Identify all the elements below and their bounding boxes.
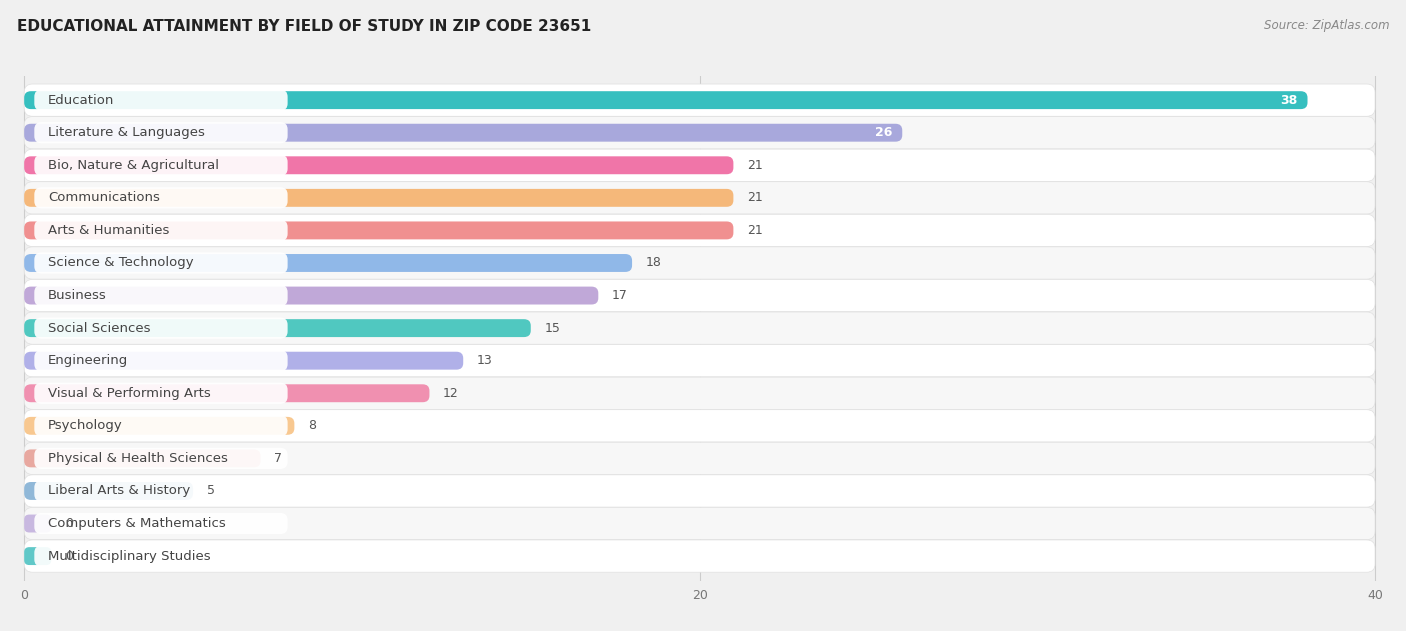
FancyBboxPatch shape — [34, 187, 288, 208]
FancyBboxPatch shape — [24, 215, 1375, 247]
FancyBboxPatch shape — [34, 382, 288, 404]
Text: Communications: Communications — [48, 191, 160, 204]
FancyBboxPatch shape — [24, 182, 1375, 214]
Text: 0: 0 — [65, 550, 73, 563]
FancyBboxPatch shape — [34, 480, 288, 502]
FancyBboxPatch shape — [24, 514, 51, 533]
FancyBboxPatch shape — [24, 149, 1375, 181]
FancyBboxPatch shape — [24, 351, 463, 370]
Text: 21: 21 — [747, 224, 762, 237]
Text: Engineering: Engineering — [48, 354, 128, 367]
Text: 18: 18 — [645, 256, 661, 269]
Text: Education: Education — [48, 93, 114, 107]
FancyBboxPatch shape — [24, 475, 1375, 507]
FancyBboxPatch shape — [24, 84, 1375, 116]
FancyBboxPatch shape — [34, 285, 288, 306]
FancyBboxPatch shape — [34, 513, 288, 534]
Text: Computers & Mathematics: Computers & Mathematics — [48, 517, 225, 530]
FancyBboxPatch shape — [34, 317, 288, 339]
Text: Liberal Arts & History: Liberal Arts & History — [48, 485, 190, 497]
FancyBboxPatch shape — [34, 448, 288, 469]
FancyBboxPatch shape — [24, 319, 531, 337]
FancyBboxPatch shape — [24, 280, 1375, 312]
FancyBboxPatch shape — [24, 417, 294, 435]
FancyBboxPatch shape — [34, 90, 288, 110]
Text: 5: 5 — [207, 485, 215, 497]
Text: Multidisciplinary Studies: Multidisciplinary Studies — [48, 550, 211, 563]
Text: 17: 17 — [612, 289, 627, 302]
FancyBboxPatch shape — [24, 540, 1375, 572]
Text: Science & Technology: Science & Technology — [48, 256, 194, 269]
FancyBboxPatch shape — [34, 415, 288, 437]
FancyBboxPatch shape — [24, 410, 1375, 442]
Text: 8: 8 — [308, 420, 316, 432]
FancyBboxPatch shape — [24, 221, 734, 239]
FancyBboxPatch shape — [24, 547, 51, 565]
Text: Social Sciences: Social Sciences — [48, 322, 150, 334]
FancyBboxPatch shape — [24, 156, 734, 174]
FancyBboxPatch shape — [24, 189, 734, 207]
FancyBboxPatch shape — [24, 254, 633, 272]
FancyBboxPatch shape — [34, 220, 288, 241]
FancyBboxPatch shape — [24, 442, 1375, 475]
Text: 21: 21 — [747, 159, 762, 172]
Text: Business: Business — [48, 289, 107, 302]
FancyBboxPatch shape — [24, 449, 260, 468]
FancyBboxPatch shape — [34, 252, 288, 274]
FancyBboxPatch shape — [24, 286, 599, 305]
Text: 21: 21 — [747, 191, 762, 204]
Text: Psychology: Psychology — [48, 420, 122, 432]
Text: 26: 26 — [875, 126, 893, 139]
Text: 12: 12 — [443, 387, 458, 400]
Text: 15: 15 — [544, 322, 560, 334]
FancyBboxPatch shape — [24, 482, 193, 500]
FancyBboxPatch shape — [24, 91, 1308, 109]
FancyBboxPatch shape — [24, 124, 903, 142]
Text: 7: 7 — [274, 452, 283, 465]
Text: Visual & Performing Arts: Visual & Performing Arts — [48, 387, 211, 400]
FancyBboxPatch shape — [24, 345, 1375, 377]
Text: Bio, Nature & Agricultural: Bio, Nature & Agricultural — [48, 159, 219, 172]
FancyBboxPatch shape — [24, 507, 1375, 540]
FancyBboxPatch shape — [34, 350, 288, 371]
Text: Arts & Humanities: Arts & Humanities — [48, 224, 169, 237]
FancyBboxPatch shape — [34, 546, 288, 567]
Text: 0: 0 — [65, 517, 73, 530]
FancyBboxPatch shape — [24, 384, 429, 402]
Text: Physical & Health Sciences: Physical & Health Sciences — [48, 452, 228, 465]
FancyBboxPatch shape — [34, 122, 288, 143]
FancyBboxPatch shape — [34, 155, 288, 176]
Text: Literature & Languages: Literature & Languages — [48, 126, 205, 139]
Text: 13: 13 — [477, 354, 492, 367]
FancyBboxPatch shape — [24, 312, 1375, 345]
Text: EDUCATIONAL ATTAINMENT BY FIELD OF STUDY IN ZIP CODE 23651: EDUCATIONAL ATTAINMENT BY FIELD OF STUDY… — [17, 19, 591, 34]
FancyBboxPatch shape — [24, 377, 1375, 410]
Text: Source: ZipAtlas.com: Source: ZipAtlas.com — [1264, 19, 1389, 32]
FancyBboxPatch shape — [24, 117, 1375, 149]
FancyBboxPatch shape — [24, 247, 1375, 279]
Text: 38: 38 — [1279, 93, 1298, 107]
